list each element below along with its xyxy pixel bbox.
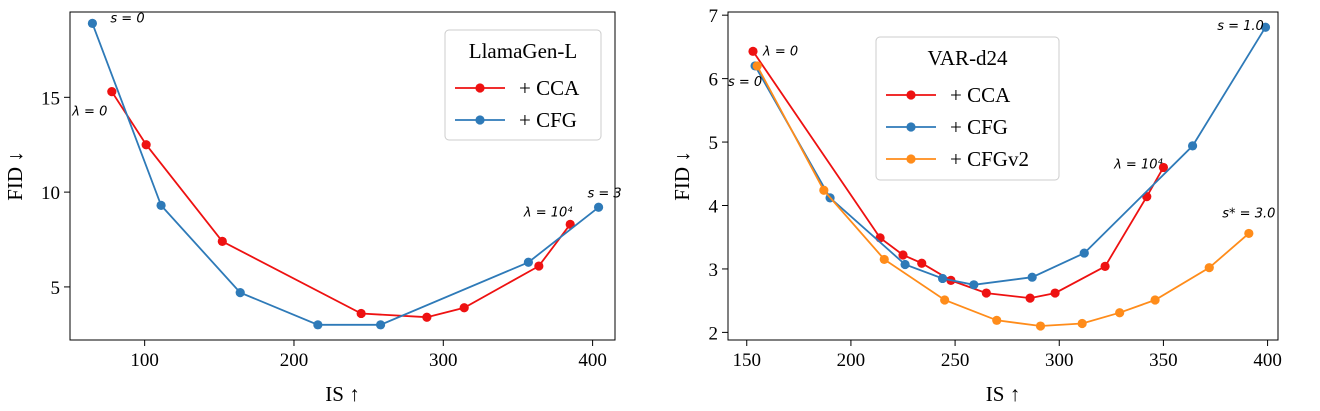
legend-swatch-marker bbox=[906, 154, 916, 164]
x-tick-label: 400 bbox=[1253, 350, 1282, 371]
data-point bbox=[107, 87, 117, 97]
legend-entry-label: + CFGv2 bbox=[950, 147, 1029, 171]
legend-swatch-marker bbox=[906, 90, 916, 100]
legend-swatch-marker bbox=[906, 122, 916, 132]
plot-frame bbox=[69, 11, 616, 341]
data-point bbox=[879, 254, 889, 265]
data-point bbox=[900, 259, 910, 270]
data-point bbox=[1050, 288, 1060, 298]
x-axis-label: IS ↑ bbox=[986, 382, 1020, 406]
legend-swatch-marker bbox=[475, 83, 485, 93]
data-point bbox=[1025, 293, 1035, 303]
data-point bbox=[156, 200, 166, 210]
data-point bbox=[1035, 321, 1046, 331]
x-tick-label: 300 bbox=[1045, 350, 1074, 371]
y-axis-label: FID ↓ bbox=[3, 151, 27, 201]
series-1 bbox=[87, 18, 604, 330]
plot-frame bbox=[727, 11, 1279, 341]
x-tick-label: 250 bbox=[941, 350, 970, 371]
chart-panel-1: 150 200 250 300 350 400 2 3 4 5 6 7 IS ↑ FID ↓ λ = 0 s … bbox=[670, 6, 1282, 406]
data-point bbox=[534, 261, 544, 271]
data-point bbox=[981, 288, 991, 298]
legend-title: VAR-d24 bbox=[927, 46, 1008, 70]
data-point bbox=[752, 61, 762, 71]
data-point bbox=[356, 308, 366, 319]
point-annotation: λ = 0 bbox=[71, 105, 107, 120]
point-annotation: λ = 10⁴ bbox=[1113, 157, 1163, 172]
data-point bbox=[748, 46, 758, 56]
chart-panel-0: 100 200 300 400 5 10 15 IS ↑ FID ↓ s = 0 λ = 0 λ = … bbox=[3, 11, 622, 406]
x-tick-label: 350 bbox=[1149, 350, 1178, 371]
y-tick-label: 5 bbox=[709, 133, 719, 154]
legend-box bbox=[875, 36, 1060, 181]
y-tick-label: 10 bbox=[41, 183, 60, 204]
y-tick-label: 5 bbox=[51, 278, 61, 299]
y-axis-label: FID ↓ bbox=[670, 151, 694, 201]
point-annotation: λ = 0 bbox=[762, 44, 798, 59]
point-annotation: s = 1.0 bbox=[1217, 19, 1264, 34]
data-point bbox=[1027, 272, 1037, 282]
data-point bbox=[1079, 248, 1089, 258]
point-annotation: s = 3 bbox=[587, 186, 621, 201]
legend: LlamaGen-L + CCA + CFG bbox=[444, 29, 602, 141]
data-point bbox=[141, 140, 151, 150]
data-point bbox=[1204, 263, 1214, 273]
x-tick-label: 400 bbox=[578, 350, 607, 371]
data-point bbox=[1100, 261, 1110, 272]
legend-title: LlamaGen-L bbox=[469, 39, 577, 63]
legend-box bbox=[444, 29, 602, 141]
data-point bbox=[459, 303, 469, 313]
series-0 bbox=[107, 87, 575, 322]
point-annotation: λ = 10⁴ bbox=[523, 205, 573, 220]
data-point bbox=[1158, 162, 1169, 173]
data-point bbox=[235, 288, 245, 298]
x-tick-label: 200 bbox=[280, 350, 309, 371]
data-point bbox=[523, 257, 533, 267]
data-point bbox=[1244, 228, 1254, 239]
series-1 bbox=[750, 22, 1271, 290]
y-tick-label: 6 bbox=[709, 70, 719, 91]
data-point bbox=[87, 18, 97, 28]
x-axis-label: IS ↑ bbox=[325, 382, 359, 406]
data-point bbox=[969, 280, 979, 290]
legend-entry-label: + CCA bbox=[950, 83, 1011, 107]
series-2 bbox=[752, 61, 1254, 331]
data-point bbox=[992, 315, 1002, 325]
data-point bbox=[917, 258, 927, 268]
data-point bbox=[1115, 308, 1125, 318]
data-point bbox=[422, 312, 432, 322]
x-tick-label: 200 bbox=[837, 350, 866, 371]
y-tick-label: 7 bbox=[709, 6, 719, 27]
data-point bbox=[1077, 318, 1087, 329]
data-point bbox=[375, 320, 386, 330]
x-tick-label: 150 bbox=[733, 350, 762, 371]
x-tick-label: 100 bbox=[130, 350, 159, 371]
point-annotation: s = 0 bbox=[728, 75, 762, 90]
y-tick-label: 3 bbox=[709, 260, 719, 281]
data-point bbox=[1260, 22, 1271, 32]
data-point bbox=[898, 250, 908, 260]
data-point bbox=[819, 185, 829, 195]
legend-entry-label: + CFG bbox=[519, 108, 577, 132]
data-point bbox=[313, 320, 323, 330]
data-point bbox=[1150, 295, 1160, 305]
data-point bbox=[593, 202, 604, 212]
point-annotation: s = 0 bbox=[110, 11, 144, 26]
series-line bbox=[111, 91, 571, 319]
data-point bbox=[875, 233, 885, 243]
legend-entry-label: + CFG bbox=[950, 115, 1008, 139]
data-point bbox=[937, 273, 948, 284]
y-tick-label: 2 bbox=[709, 323, 719, 344]
y-tick-label: 15 bbox=[41, 88, 60, 109]
data-point bbox=[940, 295, 950, 305]
data-point bbox=[1187, 141, 1198, 151]
legend: VAR-d24 + CCA + CFG + CFGv2 bbox=[875, 36, 1060, 181]
data-point bbox=[217, 236, 227, 247]
legend-entry-label: + CCA bbox=[519, 76, 580, 100]
y-tick-label: 4 bbox=[709, 197, 719, 218]
point-annotation: s* = 3.0 bbox=[1222, 206, 1275, 221]
legend-swatch-marker bbox=[475, 115, 485, 125]
x-tick-label: 300 bbox=[429, 350, 458, 371]
